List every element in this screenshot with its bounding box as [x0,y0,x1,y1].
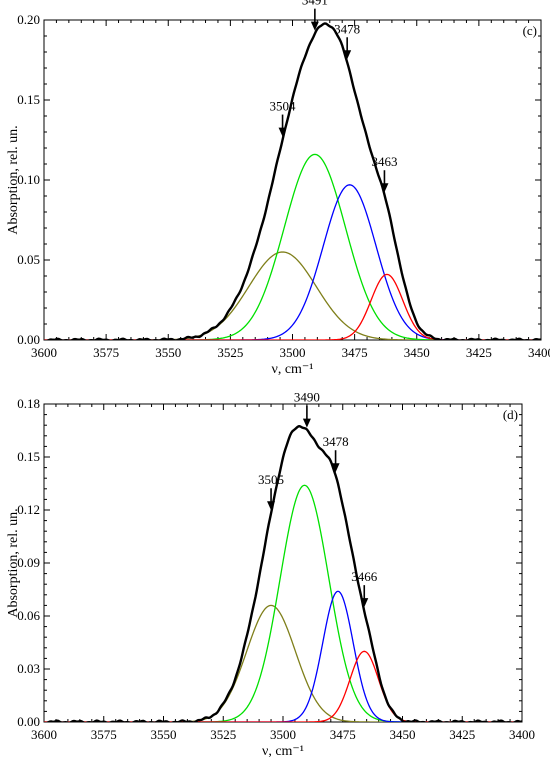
x-tick-label: 3500 [270,727,296,742]
component-curve-4 [44,650,522,722]
annotation-label: 3504 [270,99,297,114]
x-tick-label: 3450 [390,727,416,742]
x-tick-label: 3600 [31,727,57,742]
x-tick-label: 3550 [155,345,181,360]
y-tick-label: 0.00 [17,714,40,729]
panel-d: 3600 3575 3550 3525 3500 3475 3450 3425 3400 0.00… [6,390,535,759]
annotation-arrow-head [343,50,352,60]
panel-c: 3600 3575 3550 3525 3500 3475 3450 3425 3400 0.00… [6,0,550,377]
annotation-arrow-head [310,21,319,31]
x-tick-label: 3400 [528,345,550,360]
y-tick-label: 0.03 [17,661,40,676]
annotation-arrow-head [302,418,311,428]
x-tick-label: 3525 [210,727,236,742]
component-curve-1 [44,251,541,340]
x-tick-label: 3400 [509,727,535,742]
x-tick-label: 3475 [342,345,368,360]
component-curve-3 [44,184,541,340]
annotation-label: 3490 [294,390,320,405]
annotation-label: 3466 [351,569,378,584]
component-curve-2 [44,153,541,340]
annotation-arrow-head [331,463,340,473]
y-tick-label: 0.09 [17,555,40,570]
y-tick-label: 0.15 [17,92,40,107]
x-tick-label: 3600 [31,345,57,360]
annotation-label: 3478 [323,434,349,449]
x-tick-label: 3475 [330,727,356,742]
y-tick-label: 0.20 [17,12,40,27]
annotation-label: 3478 [334,21,360,36]
x-axis-label: ν, cm⁻¹ [271,362,313,377]
component-curve-1 [44,604,522,722]
x-tick-label: 3575 [91,727,117,742]
envelope-curve [44,22,541,340]
x-tick-label: 3425 [449,727,475,742]
component-curve-2 [44,484,522,722]
y-tick-label: 0.06 [17,608,40,623]
annotation-label: 3505 [258,472,284,487]
annotation-arrow-head [360,598,369,608]
panel-label: (c) [523,23,537,38]
x-tick-label: 3525 [217,345,243,360]
annotation-arrow-head [380,183,389,193]
plot-frame [43,19,542,341]
annotation-arrow-head [267,501,276,511]
x-tick-label: 3425 [466,345,492,360]
y-tick-label: 0.10 [17,172,40,187]
y-axis-label: Absorption, rel. un. [6,125,21,234]
y-tick-label: 0.00 [17,332,40,347]
component-curve-3 [44,590,522,722]
annotation-arrow-head [278,127,287,137]
y-tick-label: 0.15 [17,449,40,464]
component-curve-4 [44,273,541,340]
annotation-label: 3463 [371,154,397,169]
x-tick-label: 3575 [93,345,119,360]
x-tick-label: 3500 [280,345,306,360]
x-tick-label: 3450 [404,345,430,360]
y-tick-label: 0.12 [17,502,40,517]
panel-label: (d) [503,407,518,422]
envelope-curve [44,425,522,722]
y-axis-label: Absorption, rel. un. [6,508,21,617]
y-tick-label: 0.18 [17,396,40,411]
annotation-label: 3491 [302,0,328,8]
x-axis-label: ν, cm⁻¹ [262,744,304,759]
x-tick-label: 3550 [151,727,177,742]
y-tick-label: 0.05 [17,252,40,267]
